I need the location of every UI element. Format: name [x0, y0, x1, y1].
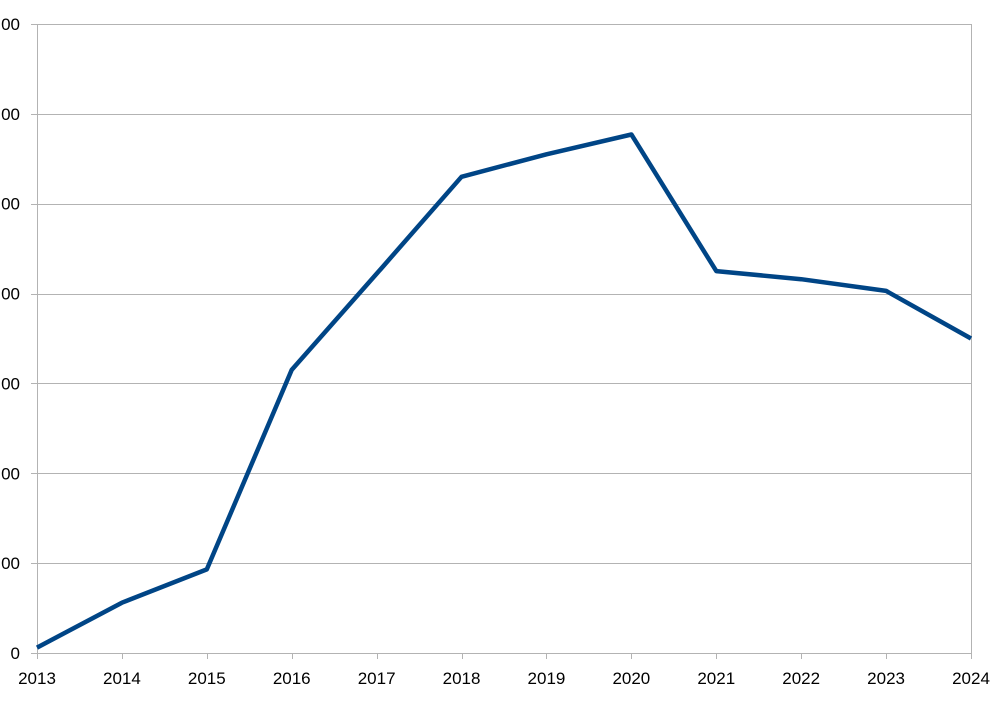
x-tick-label: 2016 — [273, 669, 311, 688]
x-tick-label: 2021 — [697, 669, 735, 688]
x-tick-label: 2023 — [867, 669, 905, 688]
x-tick-label: 2020 — [612, 669, 650, 688]
x-tick-label: 2018 — [443, 669, 481, 688]
x-tick-label: 2017 — [358, 669, 396, 688]
x-tick-label: 2013 — [18, 669, 56, 688]
series-line-0 — [35, 132, 973, 650]
x-tick-label: 2014 — [103, 669, 141, 688]
y-tick-label: 0 — [11, 644, 20, 663]
series-lines — [35, 132, 973, 650]
gridlines — [37, 24, 971, 564]
x-tick-label: 2019 — [528, 669, 566, 688]
y-tick-label: 00 — [1, 105, 20, 124]
y-tick-label: 00 — [1, 374, 20, 393]
y-tick-label: 00 — [1, 15, 20, 34]
y-tick-label: 00 — [1, 195, 20, 214]
y-tick-label: 00 — [1, 285, 20, 304]
y-tick-label: 00 — [1, 464, 20, 483]
x-tick-label: 2024 — [952, 669, 990, 688]
y-tick-label: 00 — [1, 554, 20, 573]
x-tick-label: 2022 — [782, 669, 820, 688]
x-tick-label: 2015 — [188, 669, 226, 688]
axes — [31, 24, 972, 659]
